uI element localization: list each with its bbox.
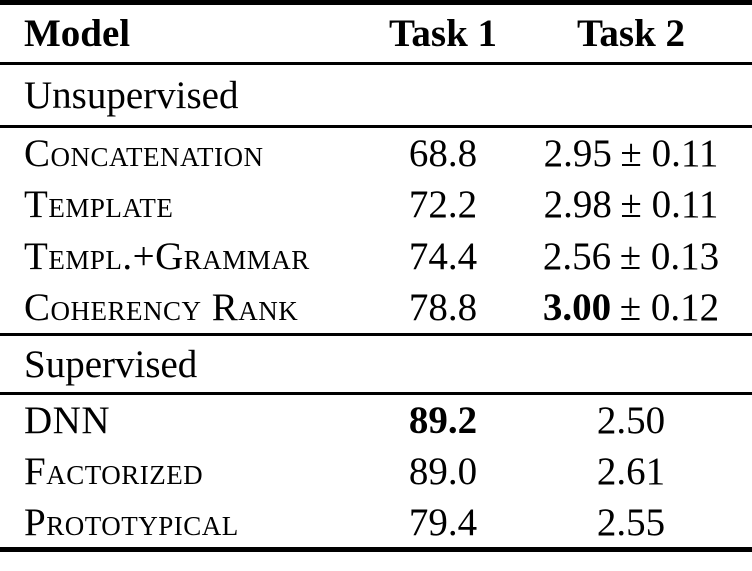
task2-value-cell: 3.00 ± 0.12 <box>510 283 752 335</box>
task2-value-cell: 2.56 ± 0.13 <box>510 231 752 283</box>
task2-value-cell: 2.98 ± 0.11 <box>510 179 752 231</box>
task2-mean: 2.56 <box>542 235 612 278</box>
section-label-unsupervised: Unsupervised <box>24 73 239 117</box>
model-name-cell: Concatenation <box>24 131 264 175</box>
task1-value-cell: 78.8 <box>408 286 478 330</box>
model-name-cell: Template <box>24 183 174 226</box>
task2-value-cell: 2.61 <box>596 450 666 493</box>
task1-value-cell: 68.8 <box>408 131 478 175</box>
task2-stddev: ± 0.12 <box>619 286 720 330</box>
model-name-cell: DNN <box>24 398 110 442</box>
col-header-task1: Task 1 <box>388 12 498 55</box>
model-name-cell: Templ.+Grammar <box>24 235 310 278</box>
table-row-prototypical: Prototypical 79.4 2.55 <box>0 498 752 550</box>
table-row-dnn: DNN 89.2 2.50 <box>0 394 752 446</box>
task2-mean: 3.00 <box>542 286 612 330</box>
task2-mean: 2.98 <box>543 183 612 226</box>
task1-value-cell: 72.2 <box>408 183 478 226</box>
col-header-model: Model <box>24 12 131 55</box>
table-header-row: Model Task 1 Task 2 <box>0 3 752 64</box>
task2-stddev: ± 0.11 <box>620 183 719 226</box>
section-label-supervised: Supervised <box>24 342 198 386</box>
section-row-supervised: Supervised <box>0 335 752 394</box>
task2-value-cell: 2.55 <box>596 500 666 544</box>
section-row-unsupervised: Unsupervised <box>0 64 752 127</box>
task1-value-cell: 74.4 <box>408 235 478 278</box>
table-row-coherency-rank: Coherency Rank 78.8 3.00 ± 0.12 <box>0 283 752 335</box>
task2-stddev: ± 0.13 <box>619 235 720 278</box>
task1-value-cell: 79.4 <box>408 500 478 544</box>
table-row-template: Template 72.2 2.98 ± 0.11 <box>0 179 752 231</box>
table-row-factorized: Factorized 89.0 2.61 <box>0 446 752 498</box>
table-row-concatenation: Concatenation 68.8 2.95 ± 0.11 <box>0 127 752 179</box>
task2-mean: 2.95 <box>543 131 612 175</box>
task1-value-cell: 89.0 <box>408 450 478 493</box>
model-name-cell: Coherency Rank <box>24 286 299 330</box>
task2-value-cell: 2.50 <box>596 398 666 442</box>
model-name-cell: Prototypical <box>24 500 239 544</box>
task2-stddev: ± 0.11 <box>620 131 719 175</box>
task1-value-cell: 89.2 <box>408 398 478 442</box>
results-table: Model Task 1 Task 2 Unsupervised Concate… <box>0 0 752 552</box>
task2-value-cell: 2.95 ± 0.11 <box>510 127 752 179</box>
table-row-templ-grammar: Templ.+Grammar 74.4 2.56 ± 0.13 <box>0 231 752 283</box>
model-name-cell: Factorized <box>24 450 204 493</box>
col-header-task2: Task 2 <box>576 12 686 55</box>
